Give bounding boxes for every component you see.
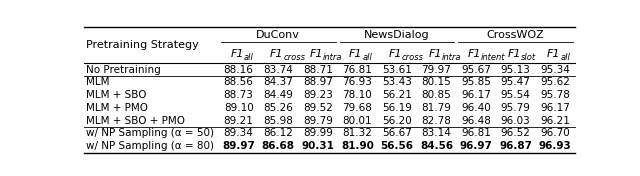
Text: 95.67: 95.67 bbox=[461, 65, 491, 74]
Text: 83.14: 83.14 bbox=[422, 128, 451, 138]
Text: DuConv: DuConv bbox=[256, 30, 300, 40]
Text: F1: F1 bbox=[310, 49, 323, 59]
Text: 95.34: 95.34 bbox=[540, 65, 570, 74]
Text: 53.61: 53.61 bbox=[382, 65, 412, 74]
Text: w/ NP Sampling (α = 50): w/ NP Sampling (α = 50) bbox=[86, 128, 214, 138]
Text: 89.99: 89.99 bbox=[303, 128, 333, 138]
Text: 80.85: 80.85 bbox=[422, 90, 451, 100]
Text: 56.20: 56.20 bbox=[382, 116, 412, 126]
Text: 76.81: 76.81 bbox=[342, 65, 372, 74]
Text: 96.70: 96.70 bbox=[540, 128, 570, 138]
Text: 81.32: 81.32 bbox=[342, 128, 372, 138]
Text: 79.97: 79.97 bbox=[422, 65, 451, 74]
Text: 96.17: 96.17 bbox=[540, 103, 570, 113]
Text: F1: F1 bbox=[508, 49, 521, 59]
Text: intent: intent bbox=[481, 53, 506, 62]
Text: 96.48: 96.48 bbox=[461, 116, 491, 126]
Text: 84.49: 84.49 bbox=[263, 90, 293, 100]
Text: 83.74: 83.74 bbox=[263, 65, 293, 74]
Text: 89.34: 89.34 bbox=[224, 128, 253, 138]
Text: 56.19: 56.19 bbox=[382, 103, 412, 113]
Text: 95.13: 95.13 bbox=[500, 65, 531, 74]
Text: 89.52: 89.52 bbox=[303, 103, 333, 113]
Text: 85.98: 85.98 bbox=[263, 116, 293, 126]
Text: slot: slot bbox=[520, 53, 536, 62]
Text: NewsDialog: NewsDialog bbox=[364, 30, 429, 40]
Text: F1: F1 bbox=[270, 49, 284, 59]
Text: 56.21: 56.21 bbox=[382, 90, 412, 100]
Text: 81.90: 81.90 bbox=[341, 141, 374, 151]
Text: 89.23: 89.23 bbox=[303, 90, 333, 100]
Text: 88.16: 88.16 bbox=[224, 65, 253, 74]
Text: 89.21: 89.21 bbox=[224, 116, 253, 126]
Text: 88.56: 88.56 bbox=[224, 77, 253, 87]
Text: F1: F1 bbox=[428, 49, 442, 59]
Text: cross: cross bbox=[402, 53, 424, 62]
Text: 89.97: 89.97 bbox=[222, 141, 255, 151]
Text: intra: intra bbox=[442, 53, 461, 62]
Text: 95.78: 95.78 bbox=[540, 90, 570, 100]
Text: 88.71: 88.71 bbox=[303, 65, 333, 74]
Text: all: all bbox=[244, 53, 253, 62]
Text: MLM + PMO: MLM + PMO bbox=[86, 103, 148, 113]
Text: 82.78: 82.78 bbox=[422, 116, 451, 126]
Text: 96.93: 96.93 bbox=[539, 141, 572, 151]
Text: F1: F1 bbox=[388, 49, 402, 59]
Text: 89.10: 89.10 bbox=[224, 103, 253, 113]
Text: MLM + SBO: MLM + SBO bbox=[86, 90, 147, 100]
Text: Pretraining Strategy: Pretraining Strategy bbox=[86, 40, 198, 50]
Text: 86.12: 86.12 bbox=[263, 128, 293, 138]
Text: 76.93: 76.93 bbox=[342, 77, 372, 87]
Text: F1: F1 bbox=[349, 49, 363, 59]
Text: cross: cross bbox=[283, 53, 305, 62]
Text: 80.15: 80.15 bbox=[422, 77, 451, 87]
Text: 89.79: 89.79 bbox=[303, 116, 333, 126]
Text: F1: F1 bbox=[547, 49, 561, 59]
Text: 81.79: 81.79 bbox=[422, 103, 451, 113]
Text: MLM + SBO + PMO: MLM + SBO + PMO bbox=[86, 116, 185, 126]
Text: 95.85: 95.85 bbox=[461, 77, 491, 87]
Text: 96.97: 96.97 bbox=[460, 141, 493, 151]
Text: all: all bbox=[362, 53, 372, 62]
Text: 88.73: 88.73 bbox=[224, 90, 253, 100]
Text: 96.03: 96.03 bbox=[500, 116, 531, 126]
Text: No Pretraining: No Pretraining bbox=[86, 65, 161, 74]
Text: 84.37: 84.37 bbox=[263, 77, 293, 87]
Text: 80.01: 80.01 bbox=[342, 116, 372, 126]
Text: 95.79: 95.79 bbox=[500, 103, 531, 113]
Text: 90.31: 90.31 bbox=[301, 141, 334, 151]
Text: 84.56: 84.56 bbox=[420, 141, 453, 151]
Text: 56.56: 56.56 bbox=[380, 141, 413, 151]
Text: 96.87: 96.87 bbox=[499, 141, 532, 151]
Text: 53.43: 53.43 bbox=[382, 77, 412, 87]
Text: 96.17: 96.17 bbox=[461, 90, 491, 100]
Text: 95.47: 95.47 bbox=[500, 77, 531, 87]
Text: F1: F1 bbox=[468, 49, 481, 59]
Text: F1: F1 bbox=[230, 49, 244, 59]
Text: intra: intra bbox=[323, 53, 342, 62]
Text: 95.54: 95.54 bbox=[500, 90, 531, 100]
Text: 95.62: 95.62 bbox=[540, 77, 570, 87]
Text: 96.81: 96.81 bbox=[461, 128, 491, 138]
Text: 85.26: 85.26 bbox=[263, 103, 293, 113]
Text: 96.40: 96.40 bbox=[461, 103, 491, 113]
Text: MLM: MLM bbox=[86, 77, 109, 87]
Text: 96.21: 96.21 bbox=[540, 116, 570, 126]
Text: 78.10: 78.10 bbox=[342, 90, 372, 100]
Text: 86.68: 86.68 bbox=[262, 141, 295, 151]
Text: w/ NP Sampling (α = 80): w/ NP Sampling (α = 80) bbox=[86, 141, 214, 151]
Text: all: all bbox=[560, 53, 570, 62]
Text: 79.68: 79.68 bbox=[342, 103, 372, 113]
Text: 56.67: 56.67 bbox=[382, 128, 412, 138]
Text: 88.97: 88.97 bbox=[303, 77, 333, 87]
Text: 96.52: 96.52 bbox=[500, 128, 531, 138]
Text: CrossWOZ: CrossWOZ bbox=[487, 30, 545, 40]
